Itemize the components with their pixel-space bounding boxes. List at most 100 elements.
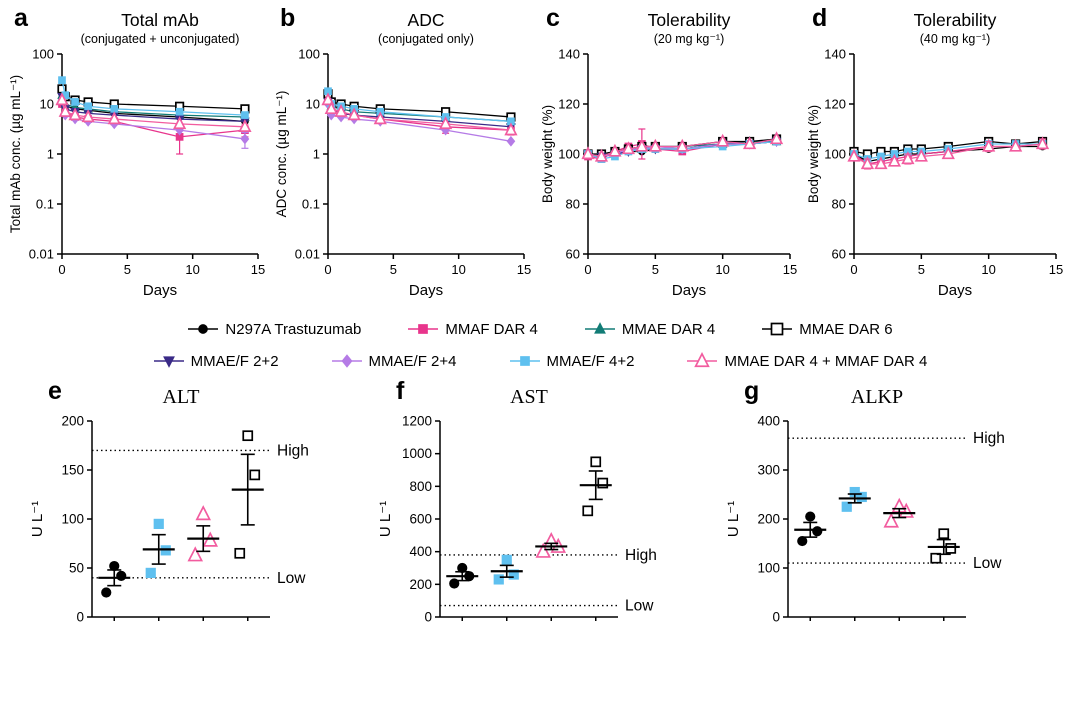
- tolerability-40-chart: Tolerability (40 mg kg⁻¹) 60 80 100 120 140 0 5 1…: [806, 10, 1063, 299]
- y-tick-label: 400: [409, 544, 432, 559]
- high-label: High: [625, 547, 657, 564]
- group-mmae-dar-4-mmaf-dar-4: [883, 497, 916, 528]
- y-tick-label: 0.01: [295, 247, 320, 262]
- mmae-f-2-4-marker-icon: [331, 354, 362, 368]
- series-mmae-dar-4-mmaf-dar-4: [847, 136, 1050, 170]
- y-tick-label: 60: [832, 247, 846, 262]
- legend-label: MMAE DAR 4: [621, 320, 716, 338]
- x-tick-label: 5: [918, 262, 925, 277]
- total-mab-chart: Total mAb (conjugated + unconjugated) 0.01…: [8, 10, 265, 299]
- y-tick-label: 0.01: [29, 247, 54, 262]
- tolerability-20-chart: Tolerability (20 mg kg⁻¹) 60 80 100 120 140 0 5 1…: [540, 10, 797, 299]
- legend-label: MMAE DAR 6: [799, 320, 893, 338]
- axes: [435, 420, 618, 621]
- x-tick-label: 15: [1049, 262, 1063, 277]
- bottom-row: e ALT 0 50 100 150 200 U L⁻¹ High Low f AST 0 200 4…: [0, 379, 1080, 648]
- legend-label: MMAE/F 4+2: [546, 352, 635, 370]
- x-tick-label: 15: [517, 262, 531, 277]
- top-row: a Total mAb (conjugated + unconjugated) 0.…: [0, 0, 1080, 311]
- panel-letter-e: e: [48, 377, 62, 405]
- y-tick-label: 60: [566, 247, 580, 262]
- chart-subtitle: (40 mg kg⁻¹): [920, 32, 991, 46]
- x-tick-label: 10: [451, 262, 465, 277]
- series-mmae-f-4-2: [58, 76, 249, 119]
- panel-alt: e ALT 0 50 100 150 200 U L⁻¹ High Low: [18, 379, 366, 648]
- legend: N297A Trastuzumab MMAF DAR 4 MMAE DAR 4 MMA…: [0, 319, 1080, 371]
- mmaf-dar-4-marker-icon: [408, 324, 439, 334]
- x-tick-label: 5: [124, 262, 131, 277]
- y-axis-label: ADC conc. (µg mL⁻¹): [274, 91, 289, 218]
- y-tick-label: 1000: [402, 446, 432, 461]
- mmae-f-4-2-marker-icon: [509, 356, 540, 366]
- series-mmae-dar-4-mmaf-dar-4: [581, 131, 784, 162]
- x-tick-label: 15: [251, 262, 265, 277]
- group-mmae-dar-6: [927, 528, 960, 564]
- chart-subtitle: (20 mg kg⁻¹): [654, 32, 725, 46]
- x-axis-label: Days: [672, 282, 706, 299]
- chart-title: ALT: [162, 386, 199, 408]
- chart-title: Tolerability: [914, 10, 997, 30]
- x-axis-label: Days: [938, 282, 972, 299]
- panel-letter-c: c: [546, 4, 560, 32]
- group-n297a-trastuzumab: [98, 560, 131, 598]
- y-tick-label: 0: [76, 610, 84, 625]
- group-mmae-f-4-2: [142, 518, 175, 578]
- panel-total-mab: a Total mAb (conjugated + unconjugated) 0.…: [6, 4, 272, 311]
- legend-item-mmae-f-4-2: MMAE/F 4+2: [509, 351, 635, 371]
- panel-adc: b ADC (conjugated only) 0.01 0.1 1 10 100 0 5 10 1…: [272, 4, 538, 311]
- legend-label: MMAF DAR 4: [445, 320, 538, 338]
- group-n297a-trastuzumab: [794, 511, 827, 547]
- y-tick-label: 600: [409, 512, 432, 527]
- y-tick-label: 0: [424, 610, 432, 625]
- x-tick-label: 0: [584, 262, 591, 277]
- mmae-dar-4-mmaf-dar-4-marker-icon: [687, 351, 718, 368]
- mmae-dar-4-marker-icon: [584, 322, 615, 334]
- y-tick-label: 10: [306, 97, 320, 112]
- low-label: Low: [277, 570, 306, 587]
- low-label: Low: [973, 555, 1002, 572]
- series-mmae-dar-4-mmaf-dar-4: [321, 92, 518, 136]
- y-tick-label: 100: [757, 561, 780, 576]
- y-tick-label: 0.1: [302, 197, 320, 212]
- panel-letter-b: b: [280, 4, 296, 32]
- group-mmae-dar-6: [231, 430, 264, 559]
- y-tick-label: 100: [558, 147, 580, 162]
- y-tick-label: 120: [558, 97, 580, 112]
- y-tick-label: 120: [824, 97, 846, 112]
- x-tick-label: 10: [715, 262, 729, 277]
- y-tick-label: 100: [824, 147, 846, 162]
- y-axis-label: Body weight (%): [806, 105, 821, 203]
- group-mmae-dar-4-mmaf-dar-4: [187, 505, 220, 562]
- legend-item-mmae-dar-6: MMAE DAR 6: [761, 319, 893, 339]
- legend-row-1: N297A Trastuzumab MMAF DAR 4 MMAE DAR 4 MMA…: [187, 319, 893, 339]
- chart-subtitle: (conjugated only): [378, 32, 474, 46]
- y-axis-label: Total mAb conc. (µg mL⁻¹): [8, 75, 23, 233]
- y-tick-label: 100: [61, 512, 84, 527]
- x-tick-label: 15: [783, 262, 797, 277]
- group-mmae-f-4-2: [490, 554, 523, 585]
- y-tick-label: 800: [409, 479, 432, 494]
- panel-tolerability-40: d Tolerability (40 mg kg⁻¹) 60 80 100 120 140 0…: [804, 4, 1070, 311]
- axes: [783, 420, 966, 621]
- chart-title: Tolerability: [648, 10, 731, 30]
- y-axis-label: U L⁻¹: [29, 501, 46, 537]
- y-axis-label: U L⁻¹: [377, 501, 394, 537]
- axes: [323, 53, 525, 259]
- x-tick-label: 10: [185, 262, 199, 277]
- chart-title: ALKP: [851, 386, 903, 408]
- legend-item-mmaf-dar-4: MMAF DAR 4: [407, 319, 538, 339]
- chart-title: Total mAb: [121, 10, 199, 30]
- mmae-dar-6-marker-icon: [762, 322, 793, 336]
- group-mmae-dar-6: [579, 456, 612, 517]
- high-label: High: [973, 430, 1005, 447]
- y-tick-label: 150: [61, 463, 84, 478]
- y-axis-label: Body weight (%): [540, 105, 555, 203]
- panel-letter-d: d: [812, 4, 828, 32]
- y-tick-label: 10: [40, 97, 54, 112]
- high-label: High: [277, 442, 309, 459]
- y-tick-label: 100: [32, 47, 54, 62]
- x-tick-label: 5: [390, 262, 397, 277]
- legend-item-mmae-dar-4: MMAE DAR 4: [584, 319, 715, 339]
- legend-label: MMAE DAR 4 + MMAF DAR 4: [724, 352, 928, 370]
